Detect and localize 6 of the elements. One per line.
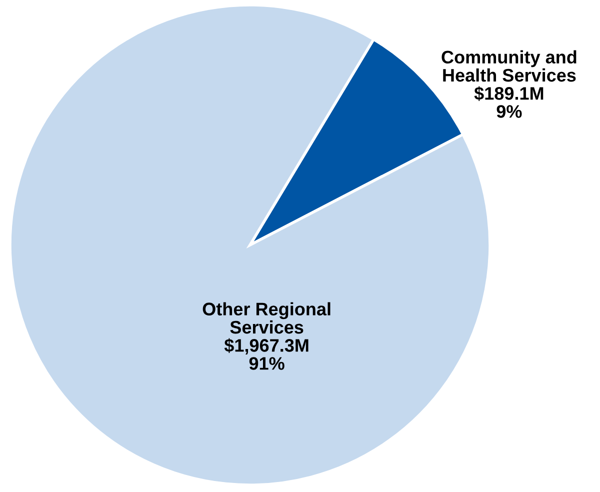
data-label: $1,967.3M <box>224 338 308 354</box>
text: 91% <box>249 357 284 370</box>
slice-label: Community and Health Services <box>442 50 576 82</box>
slice-label: Other Regional Services <box>202 302 330 334</box>
text: 9% <box>496 105 522 118</box>
data-label: $189.1M <box>474 86 544 101</box>
